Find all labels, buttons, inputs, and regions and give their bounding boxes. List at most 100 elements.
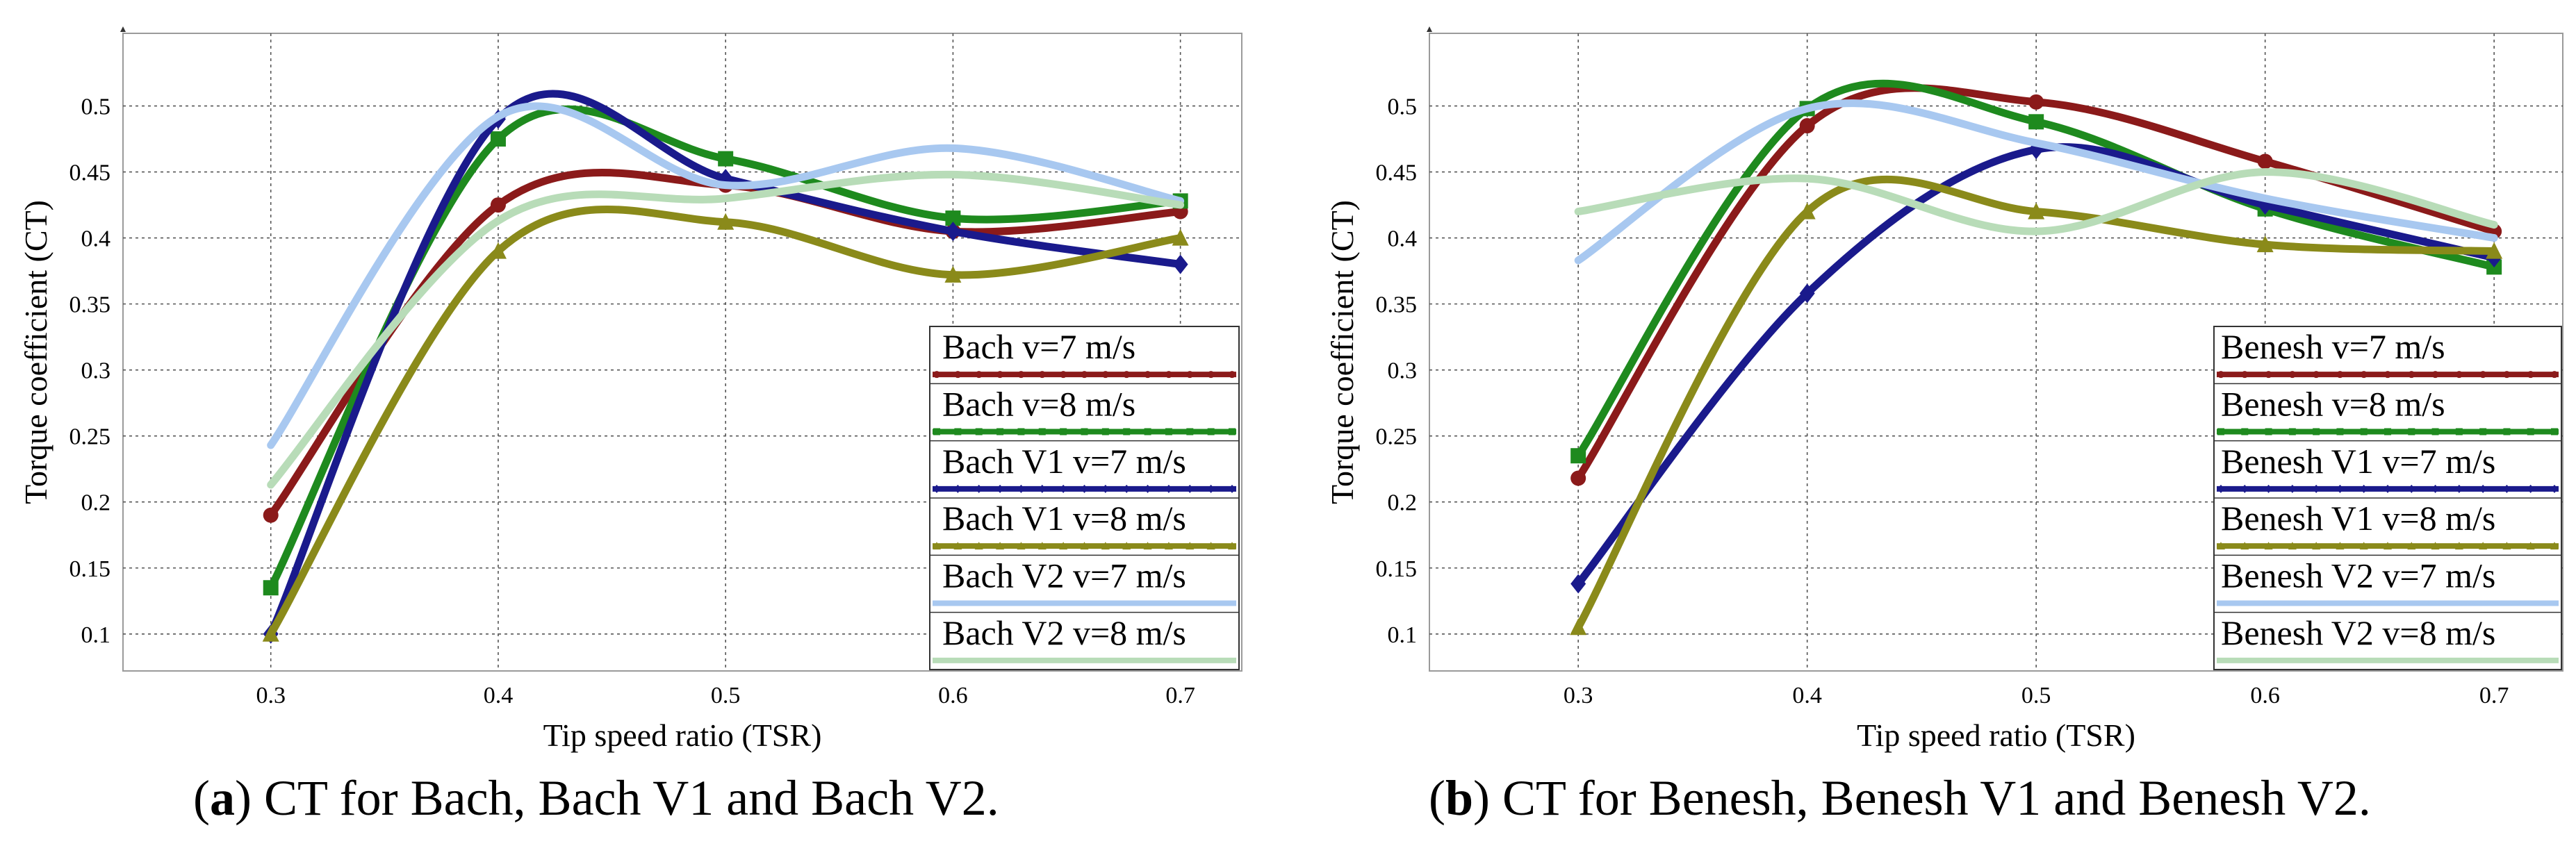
legend-marker [1081,428,1088,435]
legend-marker [2479,428,2487,435]
legend-marker [996,371,1004,379]
legend-marker [2217,542,2225,550]
caption-a-text: ) CT for Bach, Bach V1 and Bach V2. [234,770,999,826]
legend-marker [2336,428,2344,435]
legend-marker [974,542,983,550]
legend-marker [1060,484,1067,493]
legend-marker [1207,484,1215,493]
legend-marker [1101,428,1109,435]
legend-marker [2479,542,2488,550]
series-line-2 [1574,79,2498,460]
y-tick-label: 0.35 [1376,292,1418,318]
legend-marker [2313,428,2320,435]
legend-label: Benesh V1 v=7 m/s [2221,442,2495,481]
legend-label: Bach V1 v=7 m/s [942,442,1186,481]
legend-marker [2360,371,2368,379]
y-tick-label: 0.5 [1388,94,1418,120]
y-axis-label: Torque coefficient (CT) [18,200,54,504]
legend-marker [1206,542,1215,550]
data-point [1799,118,1815,134]
legend-marker [2408,428,2415,435]
legend-label: Bach V2 v=7 m/s [942,556,1186,595]
legend-marker [2407,542,2416,550]
y-tick-label: 0.35 [69,292,111,318]
legend-marker [2431,542,2440,550]
data-point [489,242,507,259]
data-point [2028,114,2044,130]
y-tick-label: 0.15 [69,556,111,582]
legend-marker [2217,484,2224,493]
plot-frame [122,33,1242,672]
caption-b: (b) CT for Benesh, Benesh V1 and Benesh … [1429,770,2371,826]
y-tick-label: 0.4 [1388,226,1418,252]
data-point [718,151,734,167]
legend-marker [1207,428,1215,435]
legend-marker [2479,484,2487,493]
series-line-6 [267,170,1185,489]
legend-marker [1123,371,1131,379]
legend-marker [996,428,1004,435]
legend-marker [2241,484,2249,493]
axis-arrow [1427,26,1432,32]
data-point [944,265,962,283]
legend-marker [1060,371,1067,379]
legend-marker [2527,428,2534,435]
legend-marker [2384,428,2391,435]
legend-marker [933,542,941,550]
x-tick-label: 0.3 [256,683,286,708]
legend-marker [1186,484,1194,493]
legend-marker [1229,428,1236,435]
data-point [263,580,279,596]
data-point [262,624,279,642]
legend-marker [2502,542,2511,550]
series-line-5 [267,102,1185,449]
legend-marker [2526,542,2535,550]
data-point [2486,242,2503,259]
legend-marker [2551,428,2558,435]
legend-marker [2551,371,2558,379]
plot-frame [1429,33,2563,672]
legend-marker [2313,371,2320,379]
y-tick-label: 0.15 [1376,556,1418,582]
legend-marker [2454,542,2463,550]
legend-marker [1123,428,1131,435]
legend-marker [1144,484,1151,493]
legend-marker [1101,484,1109,493]
legend-marker [1165,371,1172,379]
legend-marker [2431,484,2439,493]
x-tick-label: 0.7 [1165,683,1195,708]
y-tick-label: 0.2 [81,490,111,516]
data-point [945,222,961,242]
legend-marker [2336,371,2344,379]
legend-marker [2360,484,2368,493]
legend-marker [2384,484,2391,493]
axis-arrow [120,26,126,32]
series-line-3 [1574,143,2498,588]
legend-marker [2503,484,2511,493]
legend-marker [2527,484,2534,493]
series-line-5 [1574,99,2498,265]
legend-marker [2217,371,2224,379]
legend-marker [2360,428,2368,435]
data-point [1570,470,1586,486]
y-tick-label: 0.5 [81,94,111,120]
legend-marker [996,484,1004,493]
chart-a: 0.1 0.15 0.2 0.25 0.3 0.35 0.4 0.45 0.5 0.3 0.4 0.5… [18,26,1242,753]
caption-a: (a) CT for Bach, Bach V1 and Bach V2. [193,770,999,826]
legend-marker [2265,484,2272,493]
legend-marker [2503,428,2511,435]
data-point [1798,202,1816,219]
legend-marker [954,484,962,493]
legend-marker [2288,542,2297,550]
data-point [1172,229,1189,246]
y-tick-label: 0.2 [1388,490,1418,516]
legend-marker [1229,484,1236,493]
x-tick-label: 0.5 [2021,683,2051,708]
legend-marker [1081,484,1088,493]
x-tick-label: 0.5 [711,683,741,708]
data-point [1799,283,1815,304]
legend-marker [996,542,1005,550]
y-axis-label: Torque coefficient (CT) [1324,200,1360,504]
legend-marker [2384,371,2391,379]
y-tick-label: 0.25 [69,424,111,450]
